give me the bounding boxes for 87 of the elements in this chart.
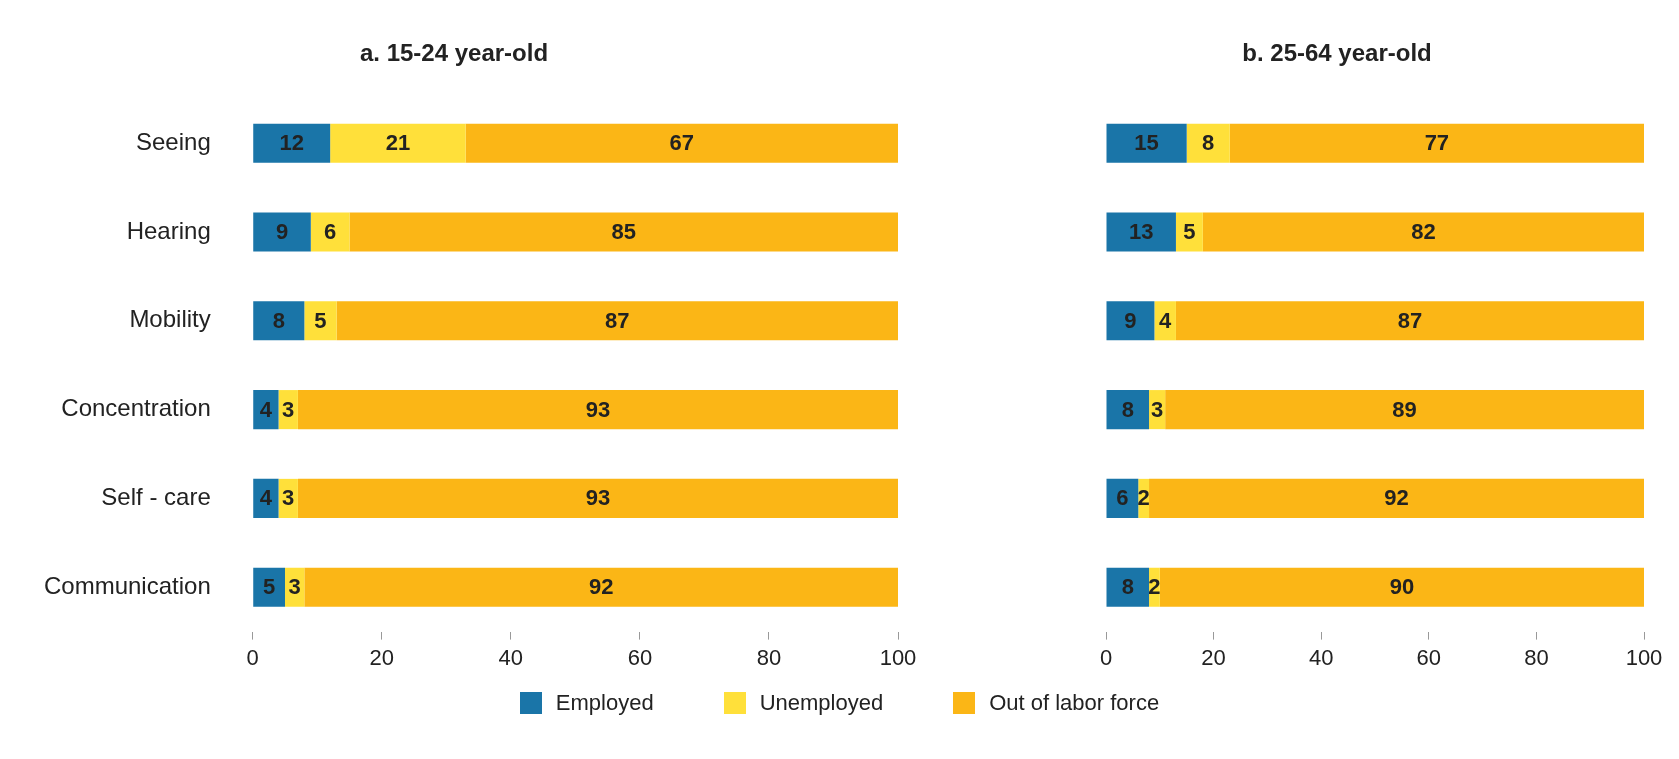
data-label: 15 bbox=[1134, 130, 1159, 156]
data-label: 3 bbox=[282, 485, 295, 511]
x-tick-label: 60 bbox=[1416, 644, 1442, 670]
bar bbox=[253, 478, 279, 518]
bar bbox=[1106, 301, 1155, 341]
data-label: 2 bbox=[1148, 574, 1161, 600]
bar bbox=[297, 390, 898, 430]
x-tick-label: 0 bbox=[1099, 644, 1113, 670]
data-label: 5 bbox=[314, 307, 327, 333]
bar bbox=[1165, 390, 1644, 430]
x-tick-label: 100 bbox=[1625, 644, 1663, 670]
bar bbox=[465, 123, 898, 163]
data-label: 13 bbox=[1128, 219, 1154, 245]
bar bbox=[330, 123, 466, 163]
data-label: 3 bbox=[288, 574, 301, 600]
chart-title: a. 15-24 year-old bbox=[359, 39, 549, 67]
x-tick-label: 20 bbox=[1201, 644, 1226, 670]
data-label: 89 bbox=[1392, 396, 1417, 422]
x-tick-label: 20 bbox=[369, 644, 395, 670]
data-label: 9 bbox=[1124, 307, 1137, 333]
data-label: 5 bbox=[262, 574, 276, 600]
bar bbox=[253, 567, 285, 607]
legend-label: Employed bbox=[555, 690, 654, 716]
data-label: 6 bbox=[324, 219, 337, 245]
bar bbox=[336, 301, 898, 341]
bar bbox=[1106, 212, 1176, 252]
bar bbox=[349, 212, 898, 252]
bar bbox=[1106, 390, 1150, 430]
chart-title: b. 25-64 year-old bbox=[1242, 39, 1432, 67]
x-tick-label: 80 bbox=[1524, 644, 1549, 670]
data-label: 87 bbox=[605, 307, 630, 333]
y-tick-label: Seeing bbox=[136, 127, 211, 155]
data-label: 8 bbox=[1202, 130, 1215, 156]
data-label: 4 bbox=[259, 485, 273, 511]
data-label: 93 bbox=[585, 485, 611, 511]
data-label: 2 bbox=[1137, 485, 1150, 511]
y-tick-label: Communication bbox=[44, 571, 211, 599]
bar bbox=[304, 567, 898, 607]
bar bbox=[253, 123, 331, 163]
bar bbox=[253, 212, 311, 252]
bar bbox=[304, 301, 337, 341]
bar bbox=[297, 478, 898, 518]
data-label: 3 bbox=[282, 396, 295, 422]
data-label: 4 bbox=[259, 396, 273, 422]
bar bbox=[1106, 123, 1187, 163]
data-label: 67 bbox=[669, 130, 695, 156]
data-label: 87 bbox=[1397, 307, 1423, 333]
data-label: 9 bbox=[275, 219, 289, 245]
x-tick-label: 40 bbox=[498, 644, 524, 670]
data-label: 93 bbox=[585, 396, 611, 422]
data-label: 5 bbox=[1183, 219, 1196, 245]
x-tick-label: 100 bbox=[879, 644, 917, 670]
data-label: 8 bbox=[1121, 574, 1134, 600]
data-label: 85 bbox=[611, 219, 636, 245]
data-label: 12 bbox=[279, 130, 304, 156]
bar bbox=[1186, 123, 1230, 163]
data-label: 82 bbox=[1411, 219, 1436, 245]
data-label: 4 bbox=[1159, 307, 1173, 333]
y-tick-label: Hearing bbox=[126, 216, 211, 244]
data-label: 77 bbox=[1424, 130, 1450, 156]
x-tick-label: 0 bbox=[246, 644, 259, 670]
y-tick-label: Concentration bbox=[61, 394, 211, 422]
bar bbox=[1175, 212, 1203, 252]
data-label: 92 bbox=[1384, 485, 1409, 511]
data-label: 6 bbox=[1116, 485, 1129, 511]
x-tick-label: 80 bbox=[756, 644, 782, 670]
data-label: 8 bbox=[272, 307, 285, 333]
bar bbox=[1229, 123, 1644, 163]
bar bbox=[1175, 301, 1644, 341]
y-tick-label: Self - care bbox=[101, 483, 211, 511]
bar bbox=[1159, 567, 1644, 607]
data-label: 8 bbox=[1121, 396, 1134, 422]
bar bbox=[1149, 478, 1644, 518]
bar bbox=[253, 301, 305, 341]
bar bbox=[1106, 567, 1150, 607]
bar bbox=[1202, 212, 1644, 252]
data-label: 21 bbox=[385, 130, 411, 156]
data-label: 92 bbox=[588, 574, 614, 600]
y-tick-label: Mobility bbox=[129, 305, 211, 333]
legend-label: Unemployed bbox=[759, 690, 884, 716]
bar bbox=[253, 390, 279, 430]
x-tick-label: 40 bbox=[1308, 644, 1334, 670]
x-tick-label: 60 bbox=[627, 644, 653, 670]
bar bbox=[310, 212, 350, 252]
data-label: 90 bbox=[1389, 574, 1415, 600]
legend-label: Out of labor force bbox=[989, 690, 1160, 716]
data-label: 3 bbox=[1150, 396, 1164, 422]
